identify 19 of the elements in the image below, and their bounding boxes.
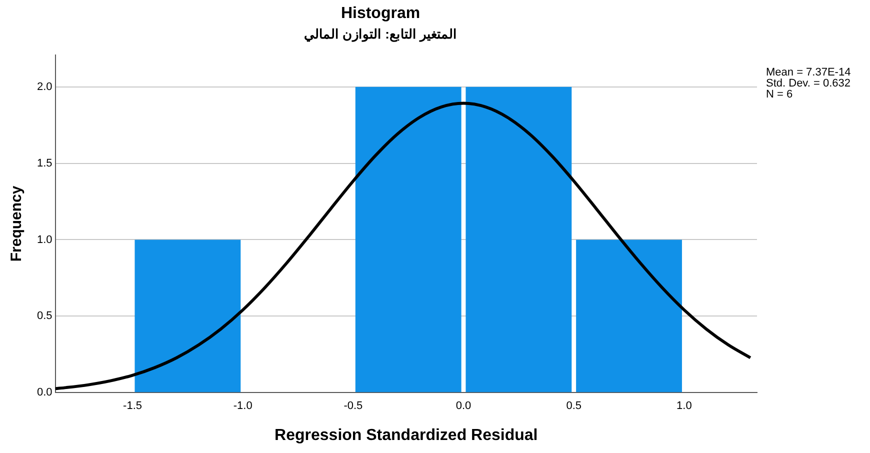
x-tick-label: -1.0 (233, 400, 252, 412)
text: Mean = 7.37E-14 (766, 66, 851, 79)
y-axis-title: Frequency (8, 185, 26, 262)
y-tick-label: 2.0 (36, 80, 52, 93)
chart-title: Histogram (340, 5, 420, 22)
x-tick-label: 0.5 (566, 400, 582, 412)
x-tick-label: 0.0 (456, 400, 472, 412)
chart-subtitle: المتغير التابع: التوازن المالي (304, 26, 458, 43)
y-tick-label: 0.0 (36, 386, 52, 399)
x-axis-title: Regression Standardized Residual (274, 426, 538, 444)
line-series (55, 102, 752, 390)
text: N = 6 (766, 88, 793, 101)
y-tick-label: 1.0 (36, 234, 52, 246)
y-tick-label: 1.5 (36, 157, 52, 170)
y-tick-label: 0.5 (36, 310, 52, 322)
text: Std. Dev. = 0.632 (766, 78, 850, 90)
x-tick-label: -0.5 (344, 400, 363, 412)
x-tick-label: -1.5 (123, 400, 142, 412)
x-tick-label: 1.0 (676, 400, 692, 412)
